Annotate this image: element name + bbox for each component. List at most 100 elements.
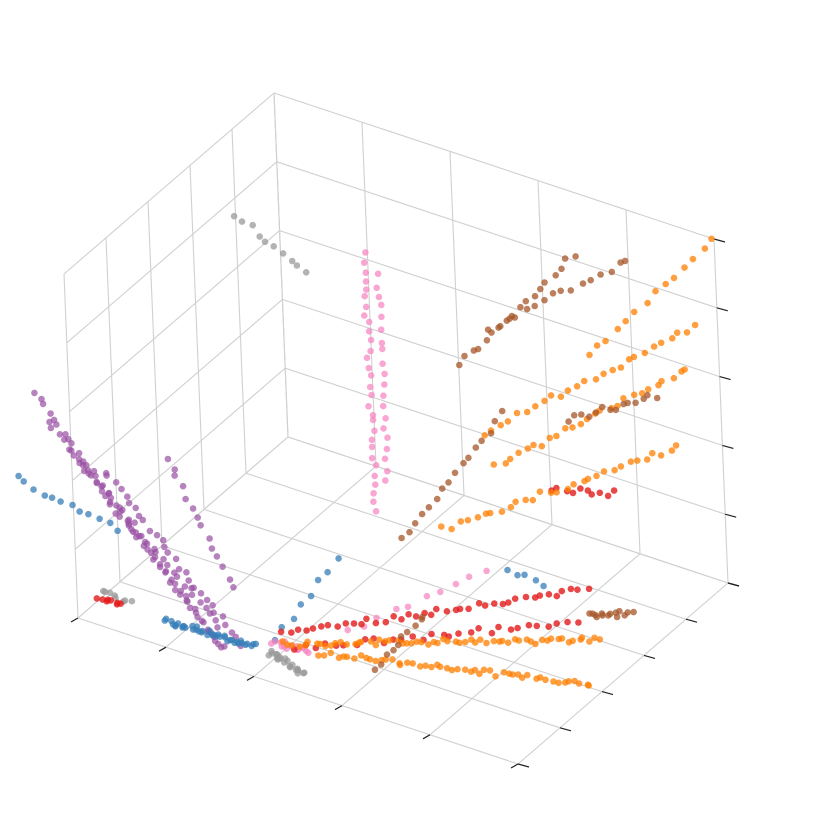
scatter-point-brown — [478, 437, 485, 445]
scatter-point-brown — [461, 352, 468, 360]
scatter-point-purple — [182, 495, 189, 503]
scatter-point-pink — [375, 293, 383, 301]
scatter-point-blue — [174, 620, 182, 627]
back-wall-gridline-x — [713, 238, 729, 584]
scatter-point-orange — [438, 523, 445, 530]
scatter-point-orange — [537, 674, 544, 681]
scatter-point-orange — [546, 434, 553, 442]
scatter-point-purple — [209, 602, 216, 609]
scatter-point-orange — [337, 638, 345, 646]
scatter-point-orange — [565, 678, 572, 685]
axes-panes — [63, 92, 729, 765]
scatter-point-orange — [681, 366, 688, 373]
scatter-point-purple — [98, 483, 105, 490]
x-axis-tick — [334, 705, 343, 711]
scatter-point-blue — [76, 508, 83, 515]
scatter-point-purple — [70, 452, 78, 459]
scatter-point-purple — [203, 596, 211, 604]
scatter-point-brown — [398, 534, 405, 542]
scatter-point-blue — [20, 478, 28, 485]
scatter-point-orange — [413, 638, 420, 645]
scatter-point-brown — [491, 417, 499, 425]
scatter-point-blue — [85, 510, 92, 518]
scatter-point-orange — [416, 663, 424, 670]
scatter-point-purple — [181, 583, 189, 590]
scatter-point-blue — [290, 615, 298, 623]
scatter-point-orange — [585, 682, 592, 689]
scatter-point-orange — [672, 442, 680, 449]
scatter-point-brown — [606, 610, 614, 618]
scatter-point-red — [398, 616, 405, 623]
scatter-point-orange — [614, 325, 622, 333]
scatter-point-pink — [367, 372, 375, 379]
scatter-point-purple — [172, 555, 180, 563]
scatter-point-pink — [365, 318, 373, 326]
scatter-point-red — [455, 630, 462, 637]
scatter-point-gray — [101, 588, 109, 596]
scatter-point-pink — [379, 345, 386, 353]
back-wall-gridline-z — [285, 367, 726, 515]
scatter-point-brown — [561, 255, 569, 262]
scatter-point-brown — [541, 296, 548, 304]
scatter-point-purple — [150, 556, 157, 563]
scatter-point-orange — [500, 669, 508, 676]
scatter-point-orange — [538, 636, 546, 644]
scatter-point-purple — [125, 516, 133, 523]
scatter-point-orange — [530, 441, 537, 449]
scatter-point-blue — [69, 501, 76, 509]
scatter-point-brown — [383, 651, 391, 658]
scatter-point-orange — [611, 466, 618, 474]
scatter-point-orange — [504, 639, 512, 646]
scatter-point-purple — [143, 540, 151, 547]
scatter-point-purple — [116, 513, 123, 520]
scatter-point-purple — [132, 504, 139, 512]
scatter-point-orange — [474, 514, 482, 521]
scatter-point-orange — [522, 496, 529, 504]
scatter-point-pink — [371, 427, 378, 435]
scatter-point-brown — [572, 253, 579, 260]
scatter-point-pink — [378, 313, 385, 321]
scatter-point-orange — [524, 445, 532, 452]
scatter-point-red — [288, 629, 295, 636]
scatter-point-orange — [404, 659, 411, 666]
scatter-point-orange — [486, 509, 494, 517]
scatter-point-orange — [396, 661, 404, 669]
floor-gridline-x — [341, 524, 553, 707]
scatter-point-purple — [79, 462, 87, 469]
scatter-point-orange — [515, 637, 523, 644]
scatter-point-purple — [103, 472, 110, 479]
scatter-point-orange — [547, 635, 555, 642]
scatter-point-red — [575, 619, 582, 626]
scatter-point-orange — [542, 676, 549, 684]
scatter-point-pink — [380, 425, 387, 432]
scatter-point-purple — [213, 553, 221, 560]
scatter-point-brown — [558, 265, 565, 273]
scatter-point-orange — [367, 638, 375, 645]
scatter-point-red — [475, 600, 483, 607]
scatter-point-red — [536, 592, 544, 599]
scatter-point-brown — [608, 268, 616, 276]
scatter-point-orange — [351, 655, 358, 662]
scatter-point-orange — [518, 674, 526, 681]
floor-gridline-y — [203, 508, 645, 656]
scatter-point-purple — [173, 573, 181, 580]
scatter-point-orange — [434, 639, 441, 647]
scatter-point-orange — [580, 377, 588, 385]
scatter-point-orange — [422, 662, 429, 669]
scatter-point-orange — [658, 377, 665, 385]
scatter-point-brown — [612, 406, 620, 414]
scatter-point-orange — [627, 458, 635, 466]
scatter-point-red — [545, 591, 553, 598]
scatter-point-gray — [289, 661, 296, 669]
scatter-point-brown — [465, 454, 472, 462]
scatter-point-red — [93, 595, 101, 602]
scatter-point-red — [525, 621, 533, 629]
scatter-point-red — [334, 623, 342, 630]
scatter-point-pink — [377, 326, 385, 334]
scatter-point-orange — [490, 461, 498, 468]
scatter-point-purple — [46, 418, 53, 426]
scatter-point-orange — [550, 678, 557, 685]
scatter-point-pink — [369, 411, 377, 419]
scatter-point-brown — [624, 399, 631, 407]
scatter-point-gray — [294, 670, 302, 677]
